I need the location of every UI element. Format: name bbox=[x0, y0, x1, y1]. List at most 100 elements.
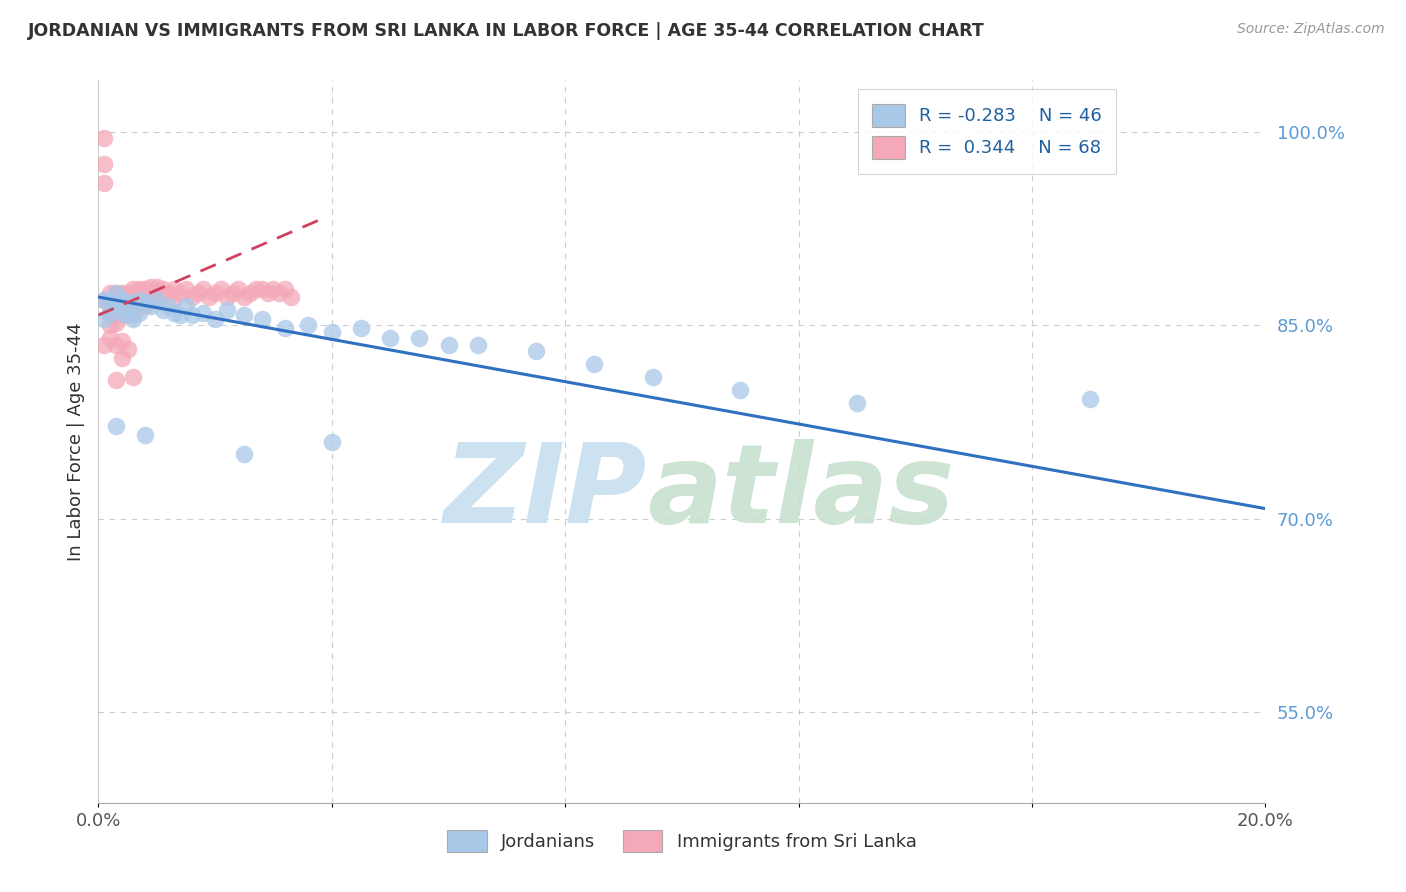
Point bbox=[437, 338, 460, 352]
Point bbox=[157, 286, 180, 301]
Point bbox=[187, 286, 209, 301]
Point bbox=[180, 308, 202, 322]
Point bbox=[245, 282, 267, 296]
Point bbox=[134, 290, 156, 304]
Point bbox=[93, 293, 115, 307]
Point bbox=[117, 308, 139, 322]
Point bbox=[104, 373, 127, 387]
Point bbox=[174, 299, 197, 313]
Point bbox=[297, 318, 319, 333]
Point bbox=[128, 282, 150, 296]
Point bbox=[104, 299, 127, 313]
Point bbox=[163, 305, 186, 319]
Point bbox=[104, 316, 127, 330]
Point bbox=[134, 428, 156, 442]
Point bbox=[98, 308, 121, 322]
Point bbox=[152, 282, 174, 296]
Point bbox=[104, 338, 127, 352]
Point bbox=[117, 308, 139, 322]
Point bbox=[250, 282, 273, 296]
Point bbox=[111, 293, 134, 307]
Point bbox=[139, 299, 162, 313]
Y-axis label: In Labor Force | Age 35-44: In Labor Force | Age 35-44 bbox=[66, 322, 84, 561]
Point bbox=[193, 282, 215, 296]
Point bbox=[98, 331, 121, 345]
Point bbox=[122, 370, 145, 384]
Point bbox=[321, 325, 343, 339]
Point bbox=[93, 312, 115, 326]
Point bbox=[104, 286, 127, 301]
Point bbox=[467, 338, 489, 352]
Point bbox=[128, 305, 150, 319]
Point bbox=[111, 286, 134, 301]
Point bbox=[274, 282, 297, 296]
Point bbox=[93, 157, 115, 171]
Point bbox=[583, 357, 606, 371]
Point bbox=[104, 293, 127, 307]
Point bbox=[117, 286, 139, 301]
Point bbox=[163, 282, 186, 296]
Point bbox=[256, 286, 278, 301]
Point bbox=[215, 290, 238, 304]
Point bbox=[104, 308, 127, 322]
Point bbox=[98, 318, 121, 333]
Point bbox=[122, 282, 145, 296]
Point bbox=[93, 338, 115, 352]
Point bbox=[98, 305, 121, 319]
Point bbox=[111, 293, 134, 307]
Point bbox=[104, 419, 127, 434]
Point bbox=[250, 312, 273, 326]
Point bbox=[98, 299, 121, 313]
Point bbox=[152, 302, 174, 317]
Point bbox=[350, 321, 373, 335]
Point bbox=[104, 299, 127, 313]
Point bbox=[204, 286, 226, 301]
Point bbox=[104, 286, 127, 301]
Point bbox=[221, 286, 243, 301]
Point bbox=[98, 293, 121, 307]
Point bbox=[169, 308, 191, 322]
Point bbox=[193, 305, 215, 319]
Point bbox=[198, 290, 221, 304]
Point bbox=[134, 295, 156, 310]
Point bbox=[98, 293, 121, 307]
Point bbox=[122, 299, 145, 313]
Point bbox=[233, 447, 256, 461]
Point bbox=[262, 282, 284, 296]
Point bbox=[233, 308, 256, 322]
Point bbox=[146, 279, 169, 293]
Point bbox=[93, 131, 115, 145]
Point bbox=[174, 282, 197, 296]
Text: ZIP: ZIP bbox=[443, 439, 647, 546]
Point bbox=[280, 290, 302, 304]
Point bbox=[117, 299, 139, 313]
Point bbox=[117, 295, 139, 310]
Point bbox=[163, 293, 186, 307]
Point bbox=[111, 308, 134, 322]
Point bbox=[93, 177, 115, 191]
Point bbox=[122, 308, 145, 322]
Point bbox=[180, 290, 202, 304]
Point bbox=[98, 286, 121, 301]
Point bbox=[146, 293, 169, 307]
Point bbox=[321, 434, 343, 449]
Point bbox=[134, 299, 156, 313]
Point bbox=[139, 290, 162, 304]
Point bbox=[1080, 392, 1102, 406]
Point bbox=[111, 334, 134, 348]
Point bbox=[122, 312, 145, 326]
Point bbox=[215, 302, 238, 317]
Point bbox=[846, 396, 869, 410]
Point bbox=[122, 298, 145, 312]
Point bbox=[139, 279, 162, 293]
Point bbox=[380, 331, 402, 345]
Point bbox=[730, 383, 752, 397]
Point bbox=[209, 282, 232, 296]
Point bbox=[134, 282, 156, 296]
Point bbox=[274, 321, 297, 335]
Legend: Jordanians, Immigrants from Sri Lanka: Jordanians, Immigrants from Sri Lanka bbox=[440, 822, 924, 859]
Point bbox=[117, 293, 139, 307]
Text: Source: ZipAtlas.com: Source: ZipAtlas.com bbox=[1237, 22, 1385, 37]
Point bbox=[128, 293, 150, 307]
Point bbox=[111, 299, 134, 313]
